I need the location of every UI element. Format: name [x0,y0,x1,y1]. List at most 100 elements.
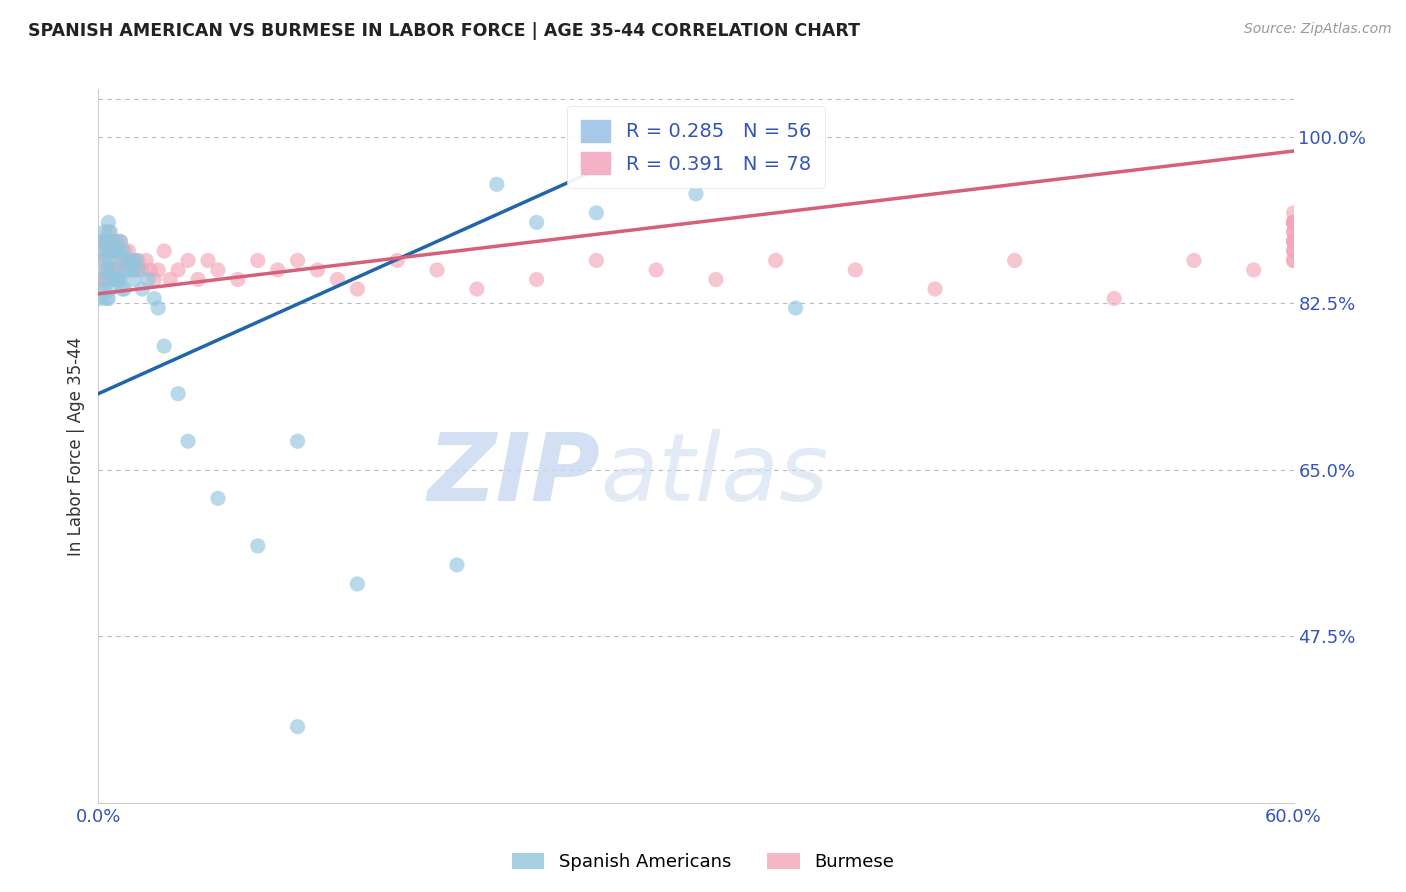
Point [98,253,122,268]
Point [226,272,249,286]
Point [91,235,114,249]
Point [326,272,349,286]
Point [115,253,138,268]
Point [1282,235,1305,249]
Point [177,253,200,268]
Point [112,282,135,296]
Point [98,272,122,286]
Point [1282,215,1305,229]
Point [127,253,149,268]
Point [153,339,176,353]
Point [287,720,309,734]
Text: atlas: atlas [600,429,828,520]
Point [446,558,468,572]
Point [207,263,229,277]
Point [139,263,162,277]
Y-axis label: In Labor Force | Age 35-44: In Labor Force | Age 35-44 [66,336,84,556]
Point [685,186,707,201]
Text: SPANISH AMERICAN VS BURMESE IN LABOR FORCE | AGE 35-44 CORRELATION CHART: SPANISH AMERICAN VS BURMESE IN LABOR FOR… [28,22,860,40]
Point [148,301,170,315]
Point [1282,244,1305,258]
Point [110,263,132,277]
Point [91,272,114,286]
Point [112,253,135,268]
Point [143,272,166,286]
Point [1282,225,1305,239]
Point [585,253,607,268]
Point [111,253,134,268]
Point [197,253,219,268]
Point [135,253,157,268]
Point [1282,244,1305,258]
Legend: R = 0.285   N = 56, R = 0.391   N = 78: R = 0.285 N = 56, R = 0.391 N = 78 [567,106,825,188]
Point [93,282,115,296]
Point [103,272,125,286]
Point [125,263,148,277]
Point [105,263,128,277]
Point [125,253,148,268]
Legend: Spanish Americans, Burmese: Spanish Americans, Burmese [505,846,901,879]
Point [485,178,508,192]
Point [120,253,142,268]
Point [121,253,143,268]
Point [465,282,488,296]
Point [93,225,115,239]
Point [1282,235,1305,249]
Point [346,577,368,591]
Text: ZIP: ZIP [427,428,600,521]
Point [136,272,159,286]
Point [96,263,118,277]
Point [1282,206,1305,220]
Point [91,272,114,286]
Point [111,244,134,258]
Point [121,263,143,277]
Point [91,235,114,249]
Point [187,272,209,286]
Point [1282,215,1305,229]
Point [246,539,269,553]
Point [101,263,124,277]
Point [307,263,329,277]
Point [385,253,409,268]
Point [844,263,866,277]
Point [117,253,139,268]
Point [1282,235,1305,249]
Point [645,263,668,277]
Point [131,263,153,277]
Point [96,263,118,277]
Point [287,253,309,268]
Point [98,282,122,296]
Point [1282,215,1305,229]
Point [89,282,111,296]
Point [143,292,166,306]
Point [124,272,146,286]
Point [89,292,111,306]
Point [98,244,122,258]
Point [167,386,190,401]
Point [1182,253,1205,268]
Point [105,244,128,258]
Point [107,244,129,258]
Point [124,253,146,268]
Point [107,244,129,258]
Point [115,263,138,277]
Point [785,301,807,315]
Point [96,235,118,249]
Point [207,491,229,506]
Point [585,206,607,220]
Point [1102,292,1125,306]
Point [765,253,787,268]
Point [101,244,124,258]
Point [117,244,139,258]
Point [111,282,134,296]
Point [159,272,181,286]
Point [93,272,115,286]
Point [1282,253,1305,268]
Point [246,253,269,268]
Point [98,225,122,239]
Point [97,225,120,239]
Point [96,292,118,306]
Point [105,235,128,249]
Point [107,272,129,286]
Point [346,282,368,296]
